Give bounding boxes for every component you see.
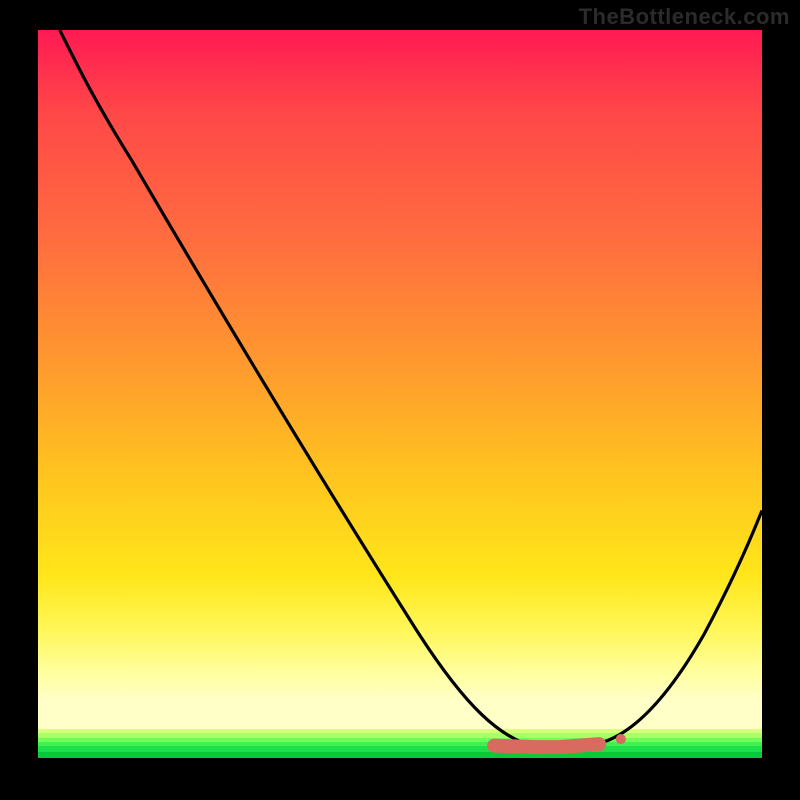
plateau-marker-dot-2 (584, 741, 593, 750)
curve-svg (38, 30, 762, 758)
plot-area (38, 30, 762, 758)
plateau-marker-dot (616, 734, 626, 744)
watermark-text: TheBottleneck.com (579, 4, 790, 30)
bottleneck-curve (60, 30, 762, 747)
plateau-marker-line (494, 744, 599, 747)
chart-frame: TheBottleneck.com (0, 0, 800, 800)
